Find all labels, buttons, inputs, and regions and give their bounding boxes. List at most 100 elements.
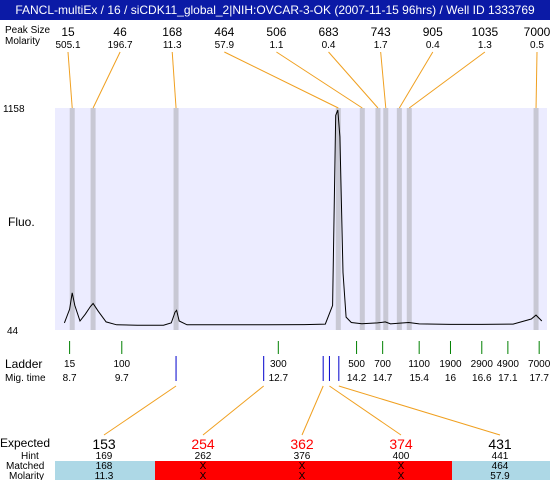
matched-value-4: 464 [492,461,509,472]
peak-size-0: 15 [61,25,75,39]
ladder-mig-8: 17.1 [498,373,518,384]
peak-connector-6 [380,51,387,109]
peak-molarity-8: 1.3 [478,40,492,51]
hint-value-2: 376 [294,451,311,462]
peak-molarity-9: 0.5 [530,40,544,51]
peak-molarity-3: 57.9 [215,40,235,51]
peak-size-2: 168 [162,25,182,39]
ladder-mig-9: 17.7 [529,373,549,384]
peak-band-1 [90,108,96,330]
peak-size-1: 46 [113,25,127,39]
peak-molarity-2: 11.3 [163,40,182,51]
expected-connector-3 [329,385,402,436]
matched-value-1: X [200,461,207,472]
hint-value-1: 262 [195,451,212,462]
mig-time-label: Mig. time [5,373,46,384]
matched-ok-left [55,461,155,480]
matched-fail-bg [155,461,452,480]
matched-molarity-1: X [200,471,207,480]
ladder-size-9: 7000 [528,359,550,370]
peak-size-6: 743 [371,25,391,39]
peak-molarity-1: 196.7 [108,40,133,51]
expected-value-3: 374 [389,436,413,452]
peak-connector-1 [92,51,121,109]
hint-value-3: 400 [393,451,410,462]
ladder-mig-4: 14.7 [373,373,393,384]
peak-size-4: 506 [266,25,286,39]
matched-ok-right [452,461,550,480]
y-max-label: 1158 [3,104,25,115]
ladder-mig-5: 15.4 [409,373,429,384]
matched-label: Matched [6,461,44,472]
peak-connector-2 [171,51,177,109]
expected-value-4: 431 [488,436,512,452]
peak-band-5 [375,108,381,330]
expected-value-2: 362 [290,436,314,452]
matched-molarity-4: 57.9 [490,471,510,480]
peak-molarity-0: 505.1 [55,40,80,51]
peak-size-5: 683 [319,25,339,39]
expected-connector-0 [103,385,177,436]
ladder-size-5: 1100 [408,359,430,370]
ladder-size-2: 300 [270,359,287,370]
ladder-mig-3: 14.2 [347,373,367,384]
peak-connector-4 [276,51,363,109]
fluo-axis-label: Fluo. [8,215,35,229]
ladder-mig-1: 9.7 [115,373,129,384]
peak-band-9 [533,108,539,330]
ladder-mig-7: 16.6 [472,373,492,384]
expected-value-1: 254 [191,436,215,452]
peak-band-3 [335,108,341,330]
peak-molarity-5: 0.4 [322,40,336,51]
ladder-mig-6: 16 [445,373,457,384]
peak-molarity-4: 1.1 [269,40,283,51]
ladder-label: Ladder [5,357,42,371]
peak-molarity-6: 1.7 [374,40,388,51]
molarity-label: Molarity [5,36,40,47]
ladder-mig-0: 8.7 [63,373,77,384]
ladder-size-4: 700 [374,359,391,370]
peak-band-8 [406,108,412,330]
peak-connector-3 [224,51,339,109]
expected-connector-2 [301,385,324,436]
ladder-size-1: 100 [113,359,130,370]
molarity-bottom-label: Molarity [9,471,44,480]
ladder-size-0: 15 [64,359,76,370]
peak-size-label: Peak Size [5,25,50,36]
ladder-size-3: 500 [348,359,365,370]
hint-value-4: 441 [492,451,509,462]
peak-connector-7 [398,51,434,109]
ladder-size-8: 4900 [497,359,520,370]
peak-band-4 [359,108,365,330]
peak-connector-9 [535,51,538,109]
peak-size-9: 7000 [524,25,550,39]
plot-area [55,108,547,330]
matched-value-0: 168 [96,461,113,472]
matched-molarity-0: 11.3 [95,471,114,480]
ladder-mig-2: 12.7 [269,373,289,384]
hint-value-0: 169 [96,451,113,462]
hint-label: Hint [21,451,39,462]
peak-band-7 [396,108,402,330]
ladder-size-7: 2900 [471,359,494,370]
matched-molarity-2: X [299,471,306,480]
expected-value-0: 153 [92,436,116,452]
expected-connector-1 [202,385,265,436]
peak-connector-0 [67,51,73,109]
peak-band-2 [173,108,179,330]
peak-connector-8 [408,51,486,109]
matched-value-2: X [299,461,306,472]
fluorescence-trace [63,109,543,326]
peak-band-6 [383,108,389,330]
peak-size-7: 905 [423,25,443,39]
y-min-label: 44 [7,326,19,337]
window-title: FANCL-multiEx / 16 / siCDK11_global_2|NI… [0,0,550,20]
expected-label: Expected [0,436,50,450]
matched-value-3: X [398,461,405,472]
peak-size-8: 1035 [472,25,499,39]
peak-connector-5 [328,51,379,109]
matched-molarity-3: X [398,471,405,480]
expected-connector-4 [338,385,501,436]
peak-band-0 [69,108,75,330]
